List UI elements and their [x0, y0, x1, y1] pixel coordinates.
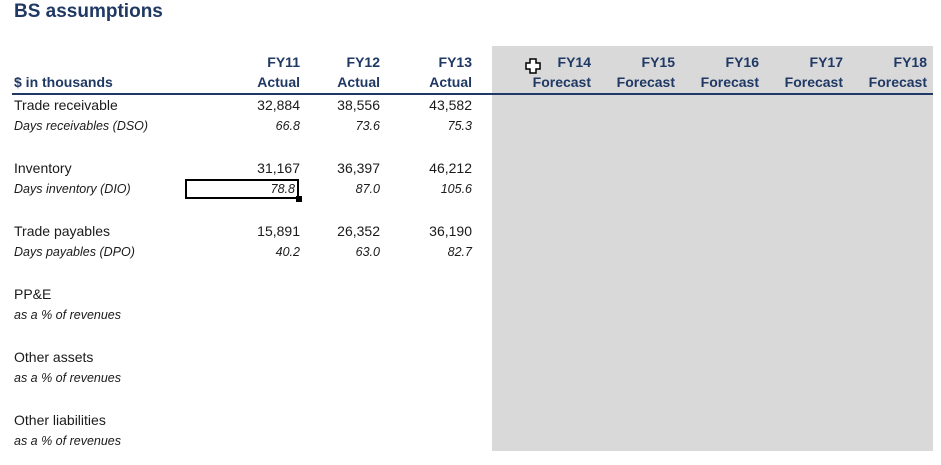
- col-year: FY17: [809, 54, 843, 70]
- selected-cell-border: [185, 179, 299, 199]
- col-header-fy15[interactable]: FY15 Forecast: [595, 52, 675, 92]
- page-title: BS assumptions: [14, 1, 163, 22]
- col-year: FY15: [641, 54, 675, 70]
- row-label-inventory[interactable]: Inventory: [14, 160, 72, 176]
- cell[interactable]: 32,884: [257, 97, 300, 113]
- col-type: Forecast: [700, 74, 759, 90]
- cell[interactable]: 36,397: [337, 160, 380, 176]
- cell[interactable]: 87.0: [355, 182, 380, 196]
- cell[interactable]: 43,582: [429, 97, 472, 113]
- row-label-other-liabilities-pct[interactable]: as a % of revenues: [14, 434, 122, 448]
- col-header-fy14[interactable]: FY14 Forecast: [511, 52, 591, 92]
- col-type: Actual: [337, 74, 380, 90]
- col-year: FY11: [267, 54, 300, 70]
- row-label-other-assets[interactable]: Other assets: [14, 349, 94, 365]
- cell[interactable]: 26,352: [337, 223, 380, 239]
- col-header-fy11[interactable]: FY11 Actual: [220, 52, 300, 92]
- row-label-ppe-pct[interactable]: as a % of revenues: [14, 308, 122, 322]
- fill-handle[interactable]: [296, 196, 302, 202]
- units-label: $ in thousands: [14, 74, 113, 90]
- col-type: Actual: [257, 74, 300, 90]
- col-type: Forecast: [868, 74, 927, 90]
- cell[interactable]: 40.2: [275, 245, 300, 259]
- cell[interactable]: 105.6: [440, 182, 472, 196]
- col-year: FY13: [438, 54, 472, 70]
- col-header-fy17[interactable]: FY17 Forecast: [763, 52, 843, 92]
- row-label-other-liabilities[interactable]: Other liabilities: [14, 412, 106, 428]
- row-label-other-assets-pct[interactable]: as a % of revenues: [14, 371, 122, 385]
- row-label-dio[interactable]: Days inventory (DIO): [14, 182, 131, 196]
- cell[interactable]: 31,167: [257, 160, 300, 176]
- cell[interactable]: 46,212: [429, 160, 472, 176]
- cell[interactable]: 82.7: [447, 245, 472, 259]
- cell[interactable]: 36,190: [429, 223, 472, 239]
- col-year: FY16: [725, 54, 759, 70]
- forecast-area[interactable]: [492, 46, 933, 451]
- col-type: Actual: [429, 74, 472, 90]
- cell[interactable]: 73.6: [355, 119, 380, 133]
- row-label-trade-receivable[interactable]: Trade receivable: [14, 97, 118, 113]
- col-type: Forecast: [532, 74, 591, 90]
- row-label-dpo[interactable]: Days payables (DPO): [14, 245, 135, 259]
- col-header-fy16[interactable]: FY16 Forecast: [679, 52, 759, 92]
- row-label-dso[interactable]: Days receivables (DSO): [14, 119, 149, 133]
- col-year: FY12: [346, 54, 380, 70]
- cell[interactable]: 38,556: [337, 97, 380, 113]
- cell[interactable]: 75.3: [447, 119, 472, 133]
- col-type: Forecast: [616, 74, 675, 90]
- col-header-fy12[interactable]: FY12 Actual: [300, 52, 380, 92]
- row-label-trade-payables[interactable]: Trade payables: [14, 223, 110, 239]
- cross-cursor-icon: [525, 58, 541, 74]
- col-year: FY14: [557, 54, 591, 70]
- col-header-fy18[interactable]: FY18 Forecast: [847, 52, 927, 92]
- cell[interactable]: 78.8: [270, 182, 295, 196]
- col-type: Forecast: [784, 74, 843, 90]
- header-rule: [12, 93, 933, 95]
- cell[interactable]: 63.0: [355, 245, 380, 259]
- row-label-ppe[interactable]: PP&E: [14, 286, 52, 302]
- cell[interactable]: 15,891: [257, 223, 300, 239]
- col-header-fy13[interactable]: FY13 Actual: [392, 52, 472, 92]
- col-year: FY18: [893, 54, 927, 70]
- cell[interactable]: 66.8: [275, 119, 300, 133]
